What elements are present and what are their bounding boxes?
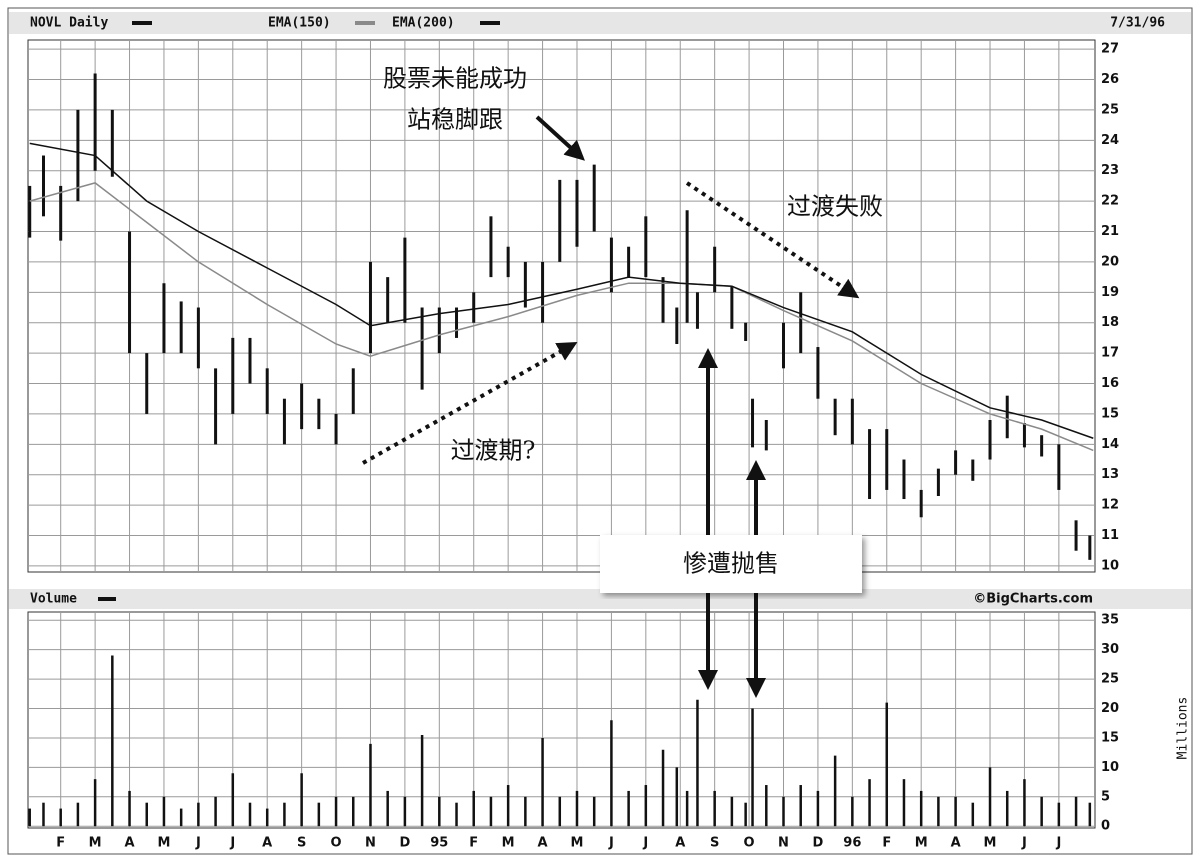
- x-tick-label: O: [331, 836, 342, 851]
- source: ©BigCharts.com: [973, 592, 1093, 607]
- legend-label: EMA(200): [392, 16, 455, 31]
- volume-title: Volume: [30, 592, 77, 607]
- x-tick-label: M: [502, 836, 515, 851]
- y-tick-label: 18: [1101, 315, 1119, 330]
- y-tick-label: 25: [1101, 102, 1119, 117]
- y-tick-label: 21: [1101, 224, 1119, 239]
- y-tick-label: 20: [1101, 254, 1119, 269]
- y-tick-label: 30: [1101, 642, 1119, 657]
- x-tick-label: J: [195, 836, 201, 851]
- arrows: [362, 115, 860, 698]
- y-tick-label: 15: [1101, 730, 1119, 745]
- y-tick-label: 14: [1101, 437, 1119, 452]
- y-tick-label: 20: [1101, 701, 1119, 716]
- x-tick-label: S: [710, 836, 719, 851]
- x-tick-label: J: [1055, 836, 1061, 851]
- x-tick-label: S: [297, 836, 306, 851]
- y-tick-label: 16: [1101, 376, 1119, 391]
- x-tick-label: J: [1021, 836, 1027, 851]
- x-tick-label: J: [608, 836, 614, 851]
- header-band: [9, 12, 1191, 34]
- y-tick-label: 25: [1101, 672, 1119, 687]
- x-tick-label: A: [125, 836, 135, 851]
- y-tick-label: 24: [1101, 133, 1119, 148]
- legend-label: NOVL Daily: [30, 16, 108, 31]
- y-tick-label: 0: [1101, 819, 1110, 834]
- x-tick-label: M: [157, 836, 170, 851]
- price-panel: [27, 39, 1096, 573]
- x-tick-label: M: [89, 836, 102, 851]
- y-tick-label: 5: [1101, 789, 1110, 804]
- x-tick-label: A: [538, 836, 548, 851]
- x-tick-label: F: [882, 836, 891, 851]
- y-tick-label: 27: [1101, 42, 1119, 57]
- annotation: 股票未能成功: [383, 65, 527, 93]
- x-tick-label: J: [642, 836, 648, 851]
- y-tick-label: 15: [1101, 406, 1119, 421]
- x-tick-label: M: [571, 836, 584, 851]
- x-tick-label: A: [262, 836, 272, 851]
- x-tick-label: N: [778, 836, 789, 851]
- header-band: [9, 589, 1191, 609]
- y-tick-label: 10: [1101, 760, 1119, 775]
- annotation: 过渡失败: [787, 193, 883, 221]
- y-tick-label: 11: [1101, 528, 1119, 543]
- y-tick-label: 12: [1101, 498, 1119, 513]
- ema-line: [29, 182, 1094, 452]
- legend-label: EMA(150): [268, 16, 331, 31]
- x-tick-label: D: [813, 836, 824, 851]
- annotation: 过渡期?: [451, 437, 536, 465]
- y-tick-label: 22: [1101, 194, 1119, 209]
- volume-panel: [27, 611, 1096, 829]
- callout-box: [600, 535, 862, 593]
- y-tick-label: 17: [1101, 346, 1119, 361]
- y-tick-label: 13: [1101, 467, 1119, 482]
- x-tick-label: D: [399, 836, 410, 851]
- y-tick-label: 10: [1101, 558, 1119, 573]
- x-tick-label: M: [984, 836, 997, 851]
- annotation: 惨遭抛售: [683, 550, 779, 578]
- x-tick-label: A: [675, 836, 685, 851]
- y-tick-label: 23: [1101, 163, 1119, 178]
- annotation: 站稳脚跟: [407, 106, 503, 134]
- ema-line: [29, 142, 1094, 439]
- x-tick-label: O: [744, 836, 755, 851]
- y-axis-label: Millions: [1176, 697, 1191, 760]
- x-tick-label: M: [915, 836, 928, 851]
- date: 7/31/96: [1110, 16, 1165, 31]
- x-tick-label: 95: [430, 836, 448, 851]
- x-tick-label: A: [951, 836, 961, 851]
- x-tick-label: F: [469, 836, 478, 851]
- y-tick-label: 35: [1101, 613, 1119, 628]
- x-tick-label: N: [365, 836, 376, 851]
- x-tick-label: 96: [843, 836, 861, 851]
- y-tick-label: 26: [1101, 72, 1119, 87]
- y-tick-label: 19: [1101, 285, 1119, 300]
- x-tick-label: F: [56, 836, 65, 851]
- x-tick-label: J: [229, 836, 235, 851]
